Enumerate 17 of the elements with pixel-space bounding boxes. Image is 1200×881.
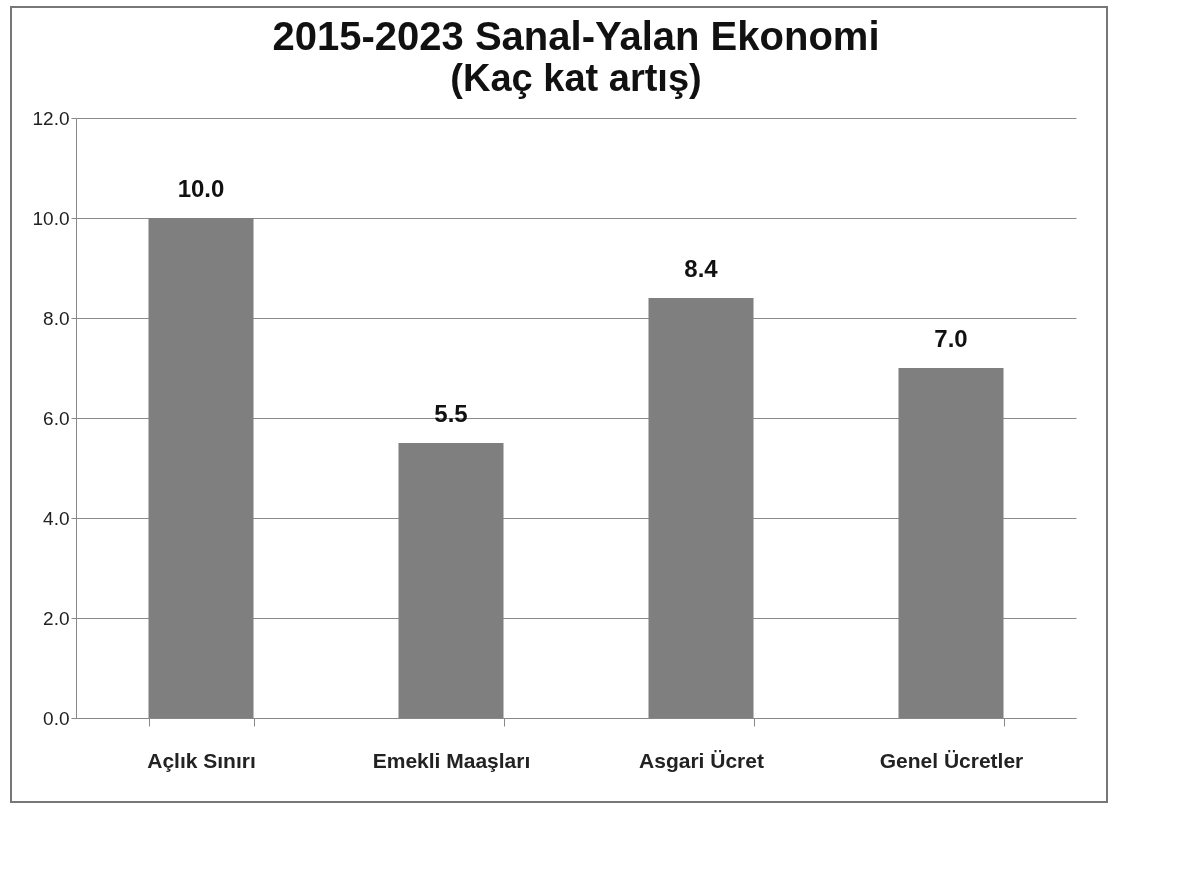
y-tick-label: 2.0 [43,607,70,629]
x-tick-label: Emekli Maaşları [372,748,531,772]
y-tick-label: 12.0 [32,107,70,129]
data-label: 10.0 [177,175,225,202]
x-tick-label: Genel Ücretler [879,748,1024,772]
y-tick-label: 8.0 [43,307,70,329]
data-label: 8.4 [684,255,719,282]
data-label: 7.0 [934,325,968,352]
y-tick-label: 4.0 [43,507,70,529]
chart-title: 2015-2023 Sanal-Yalan Ekonomi [272,14,880,58]
chart-subtitle: (Kaç kat artış) [450,57,702,99]
x-tick-label: Asgari Ücret [639,748,764,772]
data-label: 5.5 [434,400,468,427]
y-tick-label: 6.0 [43,407,70,429]
y-tick-label: 10.0 [32,207,70,229]
y-tick-label: 0.0 [43,707,70,729]
x-tick-label: Açlık Sınırı [147,748,256,772]
